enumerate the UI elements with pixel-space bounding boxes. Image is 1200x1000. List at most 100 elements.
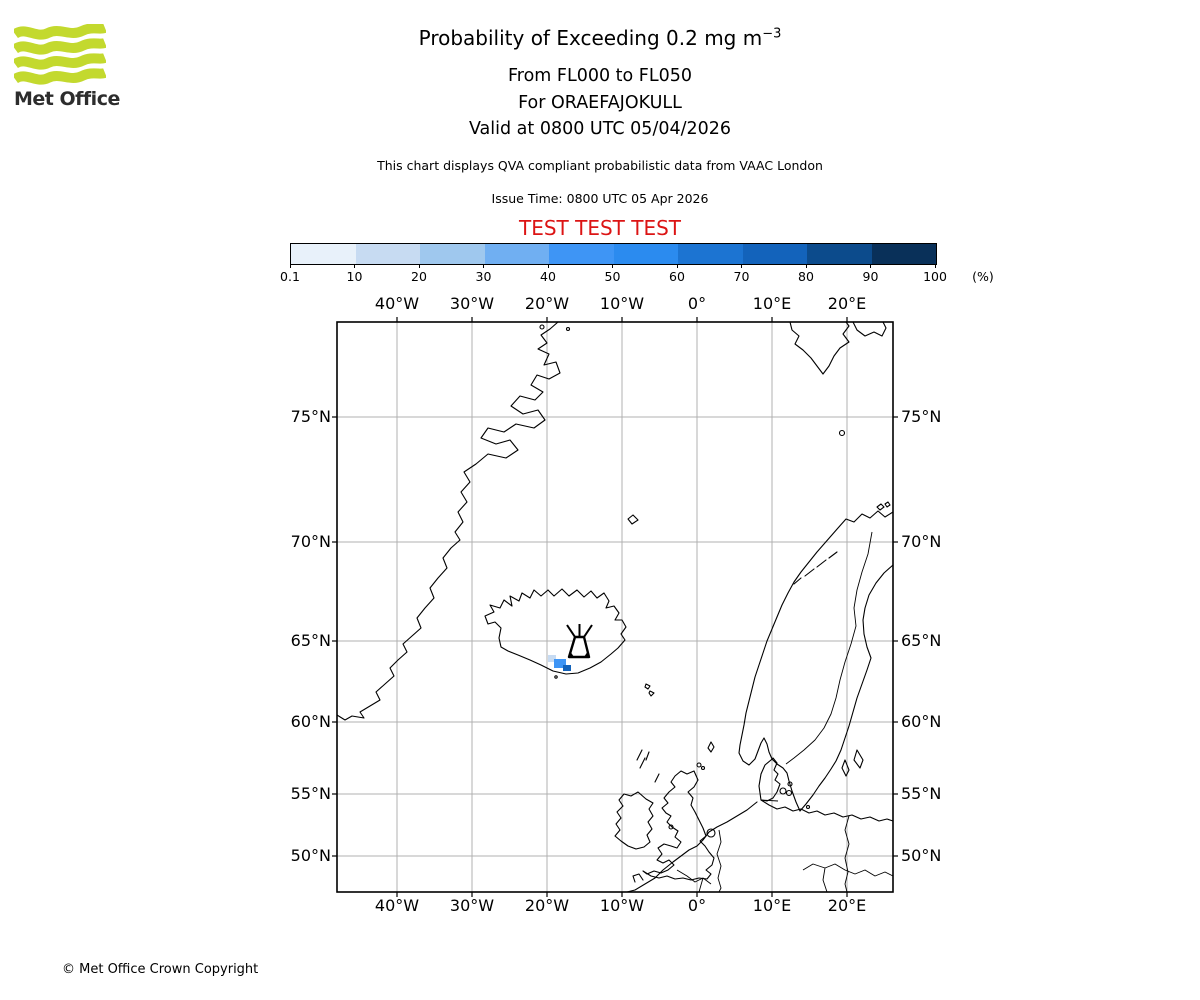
map-gridlines xyxy=(337,322,893,892)
lon-label-bottom-1: 30°W xyxy=(449,896,495,915)
colorbar-tickmark-7 xyxy=(741,264,742,268)
colorbar-ticklabel-8: 80 xyxy=(798,269,814,284)
nordaustlandet-coast xyxy=(852,321,887,337)
jan-mayen-island xyxy=(627,514,639,525)
greenland-coast xyxy=(336,321,561,721)
qva-disclaimer: This chart displays QVA compliant probab… xyxy=(377,158,823,173)
colorbar-ticklabel-1: 10 xyxy=(346,269,363,284)
colorbar-ticklabel-7: 70 xyxy=(733,269,750,284)
probability-colorbar xyxy=(290,243,937,265)
lon-label-bottom-2: 20°W xyxy=(524,896,570,915)
orkney-islands xyxy=(696,762,702,768)
norway-sweden-border xyxy=(785,531,873,765)
colorbar-tickmark-10 xyxy=(934,264,936,268)
colorbar-tickmark-6 xyxy=(676,264,678,268)
subtitle-valid-time: Valid at 0800 UTC 05/04/2026 xyxy=(468,119,732,139)
lon-label-top-6: 20°E xyxy=(827,294,867,313)
lat-label-right-3: 60°N xyxy=(901,712,942,731)
lon-label-bottom-3: 10°W xyxy=(599,896,645,915)
colorbar-ticklabel-9: 90 xyxy=(862,269,879,284)
page-title: Probability of Exceeding 0.2 mg m−3 xyxy=(0,26,1200,50)
map-frame xyxy=(336,321,894,893)
lat-label-right-2: 65°N xyxy=(901,631,942,650)
vestmannaeyjar-island xyxy=(554,675,558,679)
map-area xyxy=(332,317,898,897)
colorbar-tickmark-5 xyxy=(612,264,613,268)
lon-label-top-0: 40°W xyxy=(374,294,420,313)
colorbar-ticklabel-4: 40 xyxy=(540,269,556,284)
colorbar-ticklabel-6: 60 xyxy=(669,269,685,284)
map-svg xyxy=(332,317,898,897)
colorbar-segment-0 xyxy=(291,244,356,264)
colorbar-tickmark-1 xyxy=(354,264,355,268)
great-britain-coast xyxy=(642,770,715,881)
colorbar-ticklabel-5: 50 xyxy=(604,269,621,284)
hebrides-islands xyxy=(636,749,660,783)
de-pl-border xyxy=(844,815,850,893)
isle-of-man xyxy=(668,824,674,830)
colorbar-segment-9 xyxy=(871,244,936,264)
issue-time: Issue Time: 0800 UTC 05 Apr 2026 xyxy=(491,191,709,206)
lofoten-islands xyxy=(793,551,838,585)
lon-label-top-5: 10°E xyxy=(752,294,792,313)
lat-label-right-4: 55°N xyxy=(901,784,942,803)
faroe-islands xyxy=(644,683,655,697)
lat-label-right-0: 75°N xyxy=(901,407,942,426)
ireland-coast xyxy=(614,791,654,850)
subtitle-volcano: For ORAEFAJOKULL xyxy=(518,92,682,113)
iceland-coast xyxy=(484,588,627,675)
lon-label-bottom-0: 40°W xyxy=(374,896,420,915)
colorbar-ticklabel-10: 100 xyxy=(923,269,947,284)
lat-label-left-2: 65°N xyxy=(290,631,331,650)
subtitle-block: From FL000 to FL050 For ORAEFAJOKULL Val… xyxy=(0,63,1200,143)
met-office-logo-text: Met Office xyxy=(14,88,120,110)
met-office-logo: Met Office xyxy=(14,24,124,110)
lon-label-top-4: 0° xyxy=(687,294,707,313)
colorbar-tickmark-9 xyxy=(870,264,871,268)
colorbar-tickmark-8 xyxy=(805,264,807,268)
lon-label-bottom-6: 20°E xyxy=(827,896,867,915)
colorbar-segment-7 xyxy=(742,244,807,264)
denmark-coast xyxy=(758,757,781,802)
shetland-islands xyxy=(707,741,715,753)
country-borders xyxy=(676,531,894,893)
title-exponent: −3 xyxy=(762,26,782,42)
finnmark-islets xyxy=(876,501,891,511)
lon-label-top-3: 10°W xyxy=(599,294,645,313)
colorbar-unit-label: (%) xyxy=(972,269,994,284)
lat-label-right-5: 50°N xyxy=(901,846,942,865)
coastlines xyxy=(336,321,894,893)
colorbar-ticklabel-2: 20 xyxy=(411,269,427,284)
svalbard-coast xyxy=(789,321,850,375)
lon-label-top-2: 20°W xyxy=(524,294,570,313)
ash-cell-mid xyxy=(554,659,566,668)
volcano-marker xyxy=(566,624,593,659)
ijsselmeer xyxy=(706,828,716,838)
ash-cell-high xyxy=(563,665,571,671)
colorbar-segment-3 xyxy=(484,244,549,264)
lat-label-left-4: 55°N xyxy=(290,784,331,803)
colorbar-segment-4 xyxy=(549,244,614,264)
scandinavia-coast xyxy=(738,510,894,812)
lat-label-left-0: 75°N xyxy=(290,407,331,426)
colorbar-ticklabel-0: 0.1 xyxy=(280,269,300,284)
colorbar-tickmark-3 xyxy=(483,264,484,268)
bear-island xyxy=(838,429,846,437)
colorbar-segment-5 xyxy=(613,244,678,264)
nl-de-border xyxy=(716,829,722,893)
colorbar-tickmark-0 xyxy=(289,264,291,268)
axis-ticks xyxy=(332,317,898,897)
north-sea-coast xyxy=(626,801,758,893)
colorbar-segment-6 xyxy=(678,244,743,264)
colorbar-segment-8 xyxy=(807,244,872,264)
gotland-island xyxy=(853,749,864,769)
subtitle-flight-levels: From FL000 to FL050 xyxy=(507,66,693,86)
test-banner: TEST TEST TEST xyxy=(518,216,681,240)
colorbar-segment-1 xyxy=(355,244,420,264)
title-text: Probability of Exceeding 0.2 mg m xyxy=(418,26,763,50)
copyright-notice: © Met Office Crown Copyright xyxy=(62,962,259,977)
lon-label-bottom-5: 10°E xyxy=(752,896,792,915)
lat-label-left-3: 60°N xyxy=(290,712,331,731)
met-office-waves-icon xyxy=(14,24,106,85)
